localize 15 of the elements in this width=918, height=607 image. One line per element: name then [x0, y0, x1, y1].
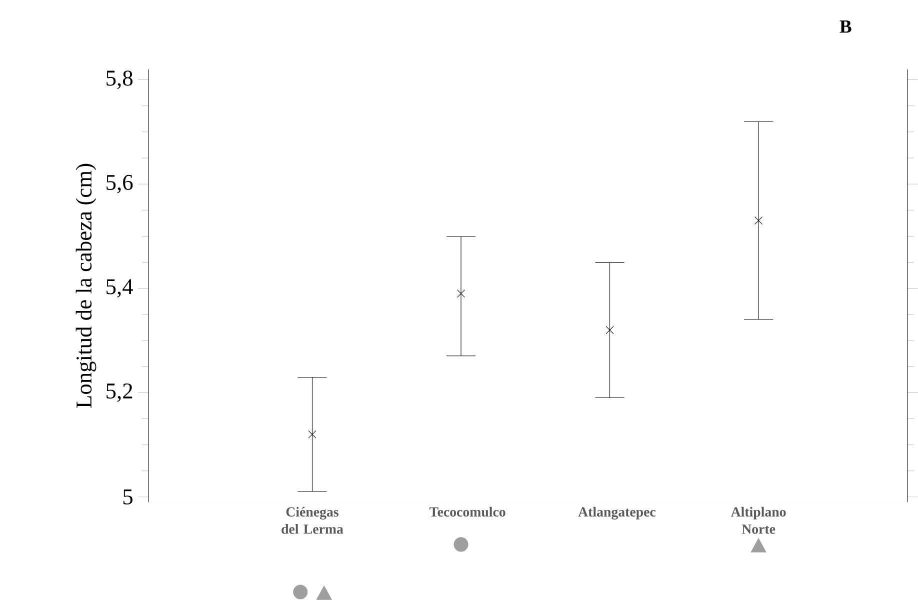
point	[457, 290, 465, 298]
x-tick-label: Altiplano Norte	[730, 506, 786, 534]
point	[606, 326, 614, 334]
y-tick-label: 5,2	[106, 383, 132, 402]
point	[308, 430, 316, 438]
y-tick-label: 5,6	[106, 174, 133, 194]
x-tick-label: Tecocomulco	[430, 506, 506, 517]
y-tick-label: 5,8	[106, 70, 132, 89]
x-tick-label: Atlangatepec	[578, 506, 656, 520]
point	[754, 216, 763, 224]
y-tick-label: 5	[123, 489, 132, 504]
x-tick-label: Ciénegas del Lerma	[282, 506, 344, 534]
y-axis-title: Longitud de la cabeza (cm)	[76, 164, 96, 408]
y-tick-label: 5,4	[106, 279, 133, 298]
text: B	[840, 20, 852, 33]
